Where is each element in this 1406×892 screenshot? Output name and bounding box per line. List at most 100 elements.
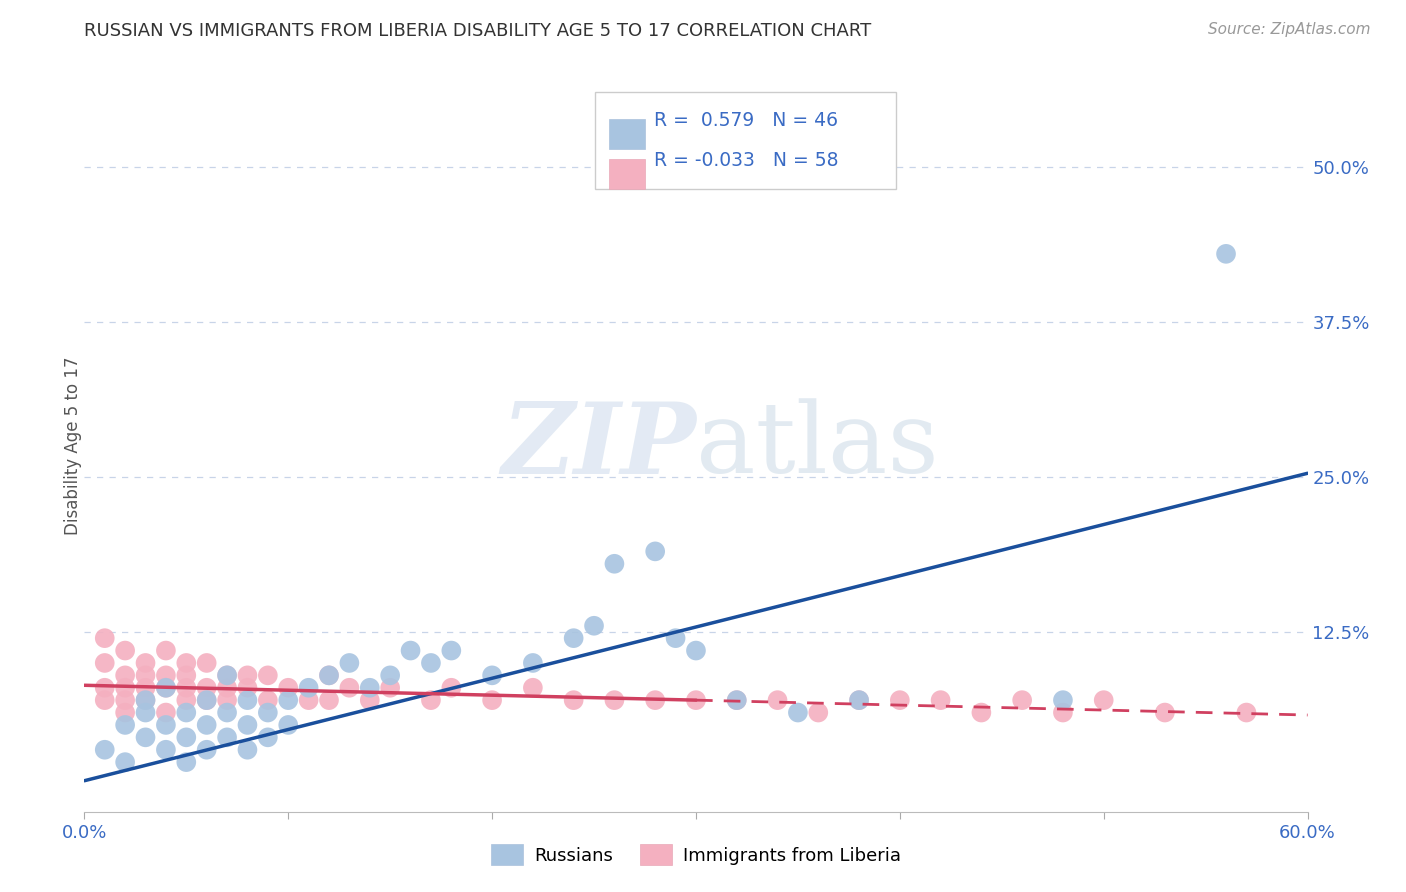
Point bbox=[685, 693, 707, 707]
Point bbox=[583, 619, 606, 633]
Point bbox=[135, 693, 157, 707]
Point bbox=[236, 693, 259, 707]
Point bbox=[603, 693, 626, 707]
Point bbox=[155, 743, 177, 757]
Point bbox=[848, 693, 870, 707]
Point bbox=[725, 693, 748, 707]
Point bbox=[1011, 693, 1033, 707]
Point bbox=[176, 668, 198, 682]
Point bbox=[787, 706, 810, 720]
Point bbox=[257, 668, 280, 682]
Point bbox=[135, 693, 157, 707]
Point bbox=[257, 731, 280, 745]
Point bbox=[359, 693, 381, 707]
Point bbox=[155, 681, 177, 695]
Point bbox=[236, 743, 259, 757]
Point bbox=[93, 681, 117, 695]
Point bbox=[1236, 706, 1258, 720]
Point bbox=[807, 706, 830, 720]
Point bbox=[195, 718, 218, 732]
Point bbox=[217, 731, 239, 745]
Point bbox=[176, 755, 198, 769]
Point bbox=[440, 643, 463, 657]
Point bbox=[481, 693, 503, 707]
Point bbox=[725, 693, 748, 707]
Point bbox=[114, 643, 136, 657]
Point bbox=[318, 693, 340, 707]
Point bbox=[236, 681, 259, 695]
Point bbox=[848, 693, 870, 707]
Point bbox=[1215, 247, 1237, 261]
Point bbox=[135, 656, 157, 670]
Point bbox=[1092, 693, 1115, 707]
Point bbox=[93, 743, 117, 757]
Point bbox=[176, 731, 198, 745]
Point bbox=[195, 743, 218, 757]
Point bbox=[195, 693, 218, 707]
Point bbox=[318, 668, 340, 682]
Point bbox=[277, 693, 299, 707]
Point bbox=[135, 706, 157, 720]
Point bbox=[685, 643, 707, 657]
Legend: Russians, Immigrants from Liberia: Russians, Immigrants from Liberia bbox=[484, 837, 908, 872]
Point bbox=[970, 706, 993, 720]
Point bbox=[114, 706, 136, 720]
Point bbox=[889, 693, 911, 707]
Point bbox=[257, 706, 280, 720]
Point bbox=[176, 693, 198, 707]
Point bbox=[277, 718, 299, 732]
Point bbox=[339, 656, 361, 670]
Point bbox=[420, 656, 443, 670]
Point bbox=[114, 755, 136, 769]
Point bbox=[93, 693, 117, 707]
Point bbox=[93, 631, 117, 645]
Point bbox=[481, 668, 503, 682]
Point bbox=[257, 693, 280, 707]
Point bbox=[217, 693, 239, 707]
Point bbox=[522, 656, 544, 670]
Text: Source: ZipAtlas.com: Source: ZipAtlas.com bbox=[1208, 22, 1371, 37]
Text: R = -0.033   N = 58: R = -0.033 N = 58 bbox=[654, 151, 838, 170]
Point bbox=[195, 693, 218, 707]
Point bbox=[298, 693, 321, 707]
Point bbox=[176, 656, 198, 670]
Point bbox=[195, 681, 218, 695]
Point bbox=[766, 693, 789, 707]
Point bbox=[155, 706, 177, 720]
Point bbox=[155, 643, 177, 657]
Point bbox=[359, 681, 381, 695]
Point bbox=[155, 681, 177, 695]
Point bbox=[114, 693, 136, 707]
Point bbox=[195, 656, 218, 670]
Point bbox=[562, 631, 585, 645]
Point bbox=[929, 693, 952, 707]
Point bbox=[399, 643, 422, 657]
Point bbox=[217, 706, 239, 720]
Point bbox=[522, 681, 544, 695]
Point bbox=[440, 681, 463, 695]
Point bbox=[644, 544, 666, 558]
Point bbox=[277, 681, 299, 695]
Point bbox=[1052, 693, 1074, 707]
Point bbox=[93, 656, 117, 670]
Point bbox=[155, 668, 177, 682]
Point bbox=[380, 668, 402, 682]
Point bbox=[114, 681, 136, 695]
Point bbox=[420, 693, 443, 707]
Text: ZIP: ZIP bbox=[501, 398, 696, 494]
Point bbox=[217, 668, 239, 682]
Point bbox=[217, 668, 239, 682]
Point bbox=[603, 557, 626, 571]
Text: RUSSIAN VS IMMIGRANTS FROM LIBERIA DISABILITY AGE 5 TO 17 CORRELATION CHART: RUSSIAN VS IMMIGRANTS FROM LIBERIA DISAB… bbox=[84, 22, 872, 40]
Text: R =  0.579   N = 46: R = 0.579 N = 46 bbox=[654, 111, 838, 130]
Point bbox=[298, 681, 321, 695]
Point bbox=[176, 706, 198, 720]
Point bbox=[562, 693, 585, 707]
Point bbox=[217, 681, 239, 695]
Y-axis label: Disability Age 5 to 17: Disability Age 5 to 17 bbox=[65, 357, 82, 535]
Point bbox=[644, 693, 666, 707]
Point bbox=[135, 681, 157, 695]
Point bbox=[176, 681, 198, 695]
Text: atlas: atlas bbox=[696, 398, 939, 494]
Point bbox=[114, 668, 136, 682]
